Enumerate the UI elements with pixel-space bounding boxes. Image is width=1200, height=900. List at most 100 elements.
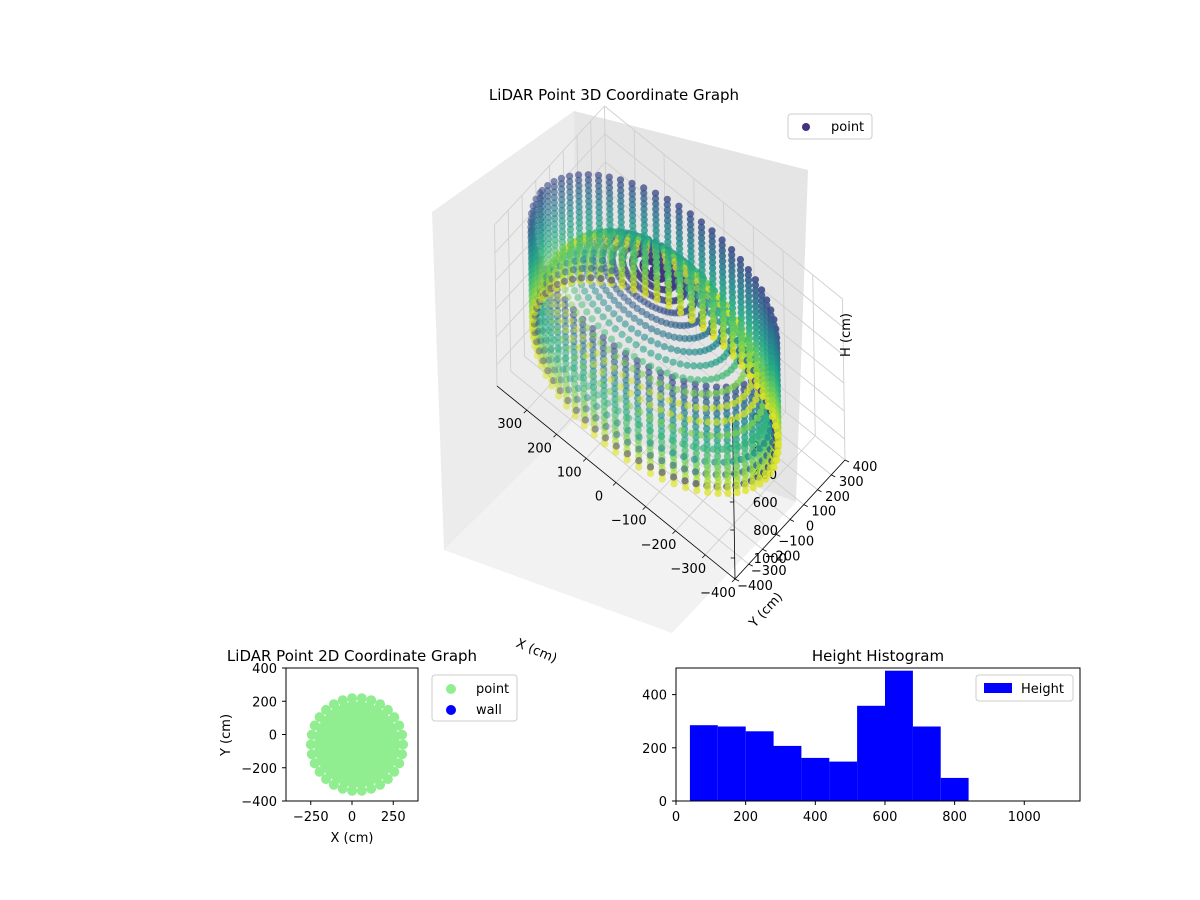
lidar-point [664,259,672,267]
lidar-point [764,433,772,441]
lidar-point [753,371,761,380]
lidar-point [664,222,672,230]
lidar-point [699,292,707,301]
lidar-point [768,391,776,399]
y-tick-label-hist: 0 [659,795,667,810]
y-tick-label: −400 [737,579,773,594]
lidar-point [558,196,566,204]
lidar-point [687,284,696,292]
lidar-point [680,453,688,461]
lidar-point [600,403,608,411]
lidar-point [716,432,724,440]
lidar-point [736,255,745,264]
lidar-point [729,315,737,323]
histogram-title: Height Histogram [812,647,944,665]
lidar-point [753,355,761,364]
lidar-point [738,335,746,343]
axes-3d: −400−300−200−1000100200300−400−300−200−1… [496,385,878,601]
lidar-point [646,401,654,409]
lidar-point [620,359,628,367]
lidar-point [767,306,775,314]
lidar-point [675,213,683,221]
lidar-point [753,432,761,440]
lidar-point [640,205,648,213]
lidar-point [580,422,589,430]
lidar-point [554,323,562,331]
lidar-point [579,256,588,264]
lidar-point [745,297,753,306]
lidar-point [588,315,596,323]
lidar-point [728,288,736,296]
lidar-point [587,274,595,282]
lidar-point [728,267,736,275]
lidar-point [544,197,552,206]
lidar-point [562,370,570,378]
z-tick-label: 600 [753,496,778,511]
point-2d [382,774,393,785]
lidar-point [545,261,553,269]
lidar-point [529,316,537,324]
lidar-point [752,292,760,300]
lidar-point [624,438,632,446]
lidar-point [719,310,727,319]
lidar-point [744,266,752,274]
x-tick-label: 200 [527,441,552,456]
lidar-point [590,388,598,397]
lidar-point [623,456,631,464]
lidar-point [692,449,700,457]
lidar-point [665,396,674,404]
lidar-point [595,209,603,217]
y-tick-label-2d: −400 [241,795,277,810]
lidar-point [713,426,721,434]
point-2d [398,739,409,750]
lidar-point [641,264,649,272]
lidar-point [606,205,614,213]
lidar-point [606,232,614,240]
lidar-point [590,360,598,368]
lidar-point [664,217,672,225]
lidar-point [572,309,580,317]
lidar-point [598,368,606,376]
y-tick-label: 400 [853,460,878,475]
lidar-point [761,421,769,429]
lidar-point [562,391,571,400]
lidar-point [547,307,555,315]
lidar-point [593,402,601,411]
lidar-point [690,455,699,463]
lidar-point [576,245,584,253]
lidar-point [602,286,610,295]
lidar-point [577,316,585,324]
point-2d [347,785,358,796]
lidar-point [635,433,643,441]
lidar-point [610,296,618,304]
lidar-point [608,276,616,284]
lidar-point [548,360,556,369]
lidar-point [745,329,753,337]
lidar-point [576,235,584,243]
lidar-point [698,266,706,274]
lidar-point [570,353,578,362]
lidar-point [640,194,648,203]
lidar-point [572,406,581,414]
lidar-point [595,219,603,227]
lidar-point [617,202,625,210]
lidar-point [640,221,648,229]
lidar-point [594,391,602,399]
lidar-point [606,189,614,197]
lidar-point [720,417,729,425]
lidar-point [724,474,732,482]
lidar-point [745,324,753,332]
lidar-point [664,233,672,241]
lidar-point [564,397,572,405]
lidar-point [617,383,625,391]
lidar-point [709,404,717,412]
lidar-point [767,311,775,319]
lidar-point [690,362,698,370]
lidar-point [531,308,539,316]
lidar-point [686,220,695,229]
lidar-point [568,364,577,372]
lidar-point [585,382,593,390]
x-tick-label: 100 [557,465,582,480]
lidar-point [737,309,745,317]
